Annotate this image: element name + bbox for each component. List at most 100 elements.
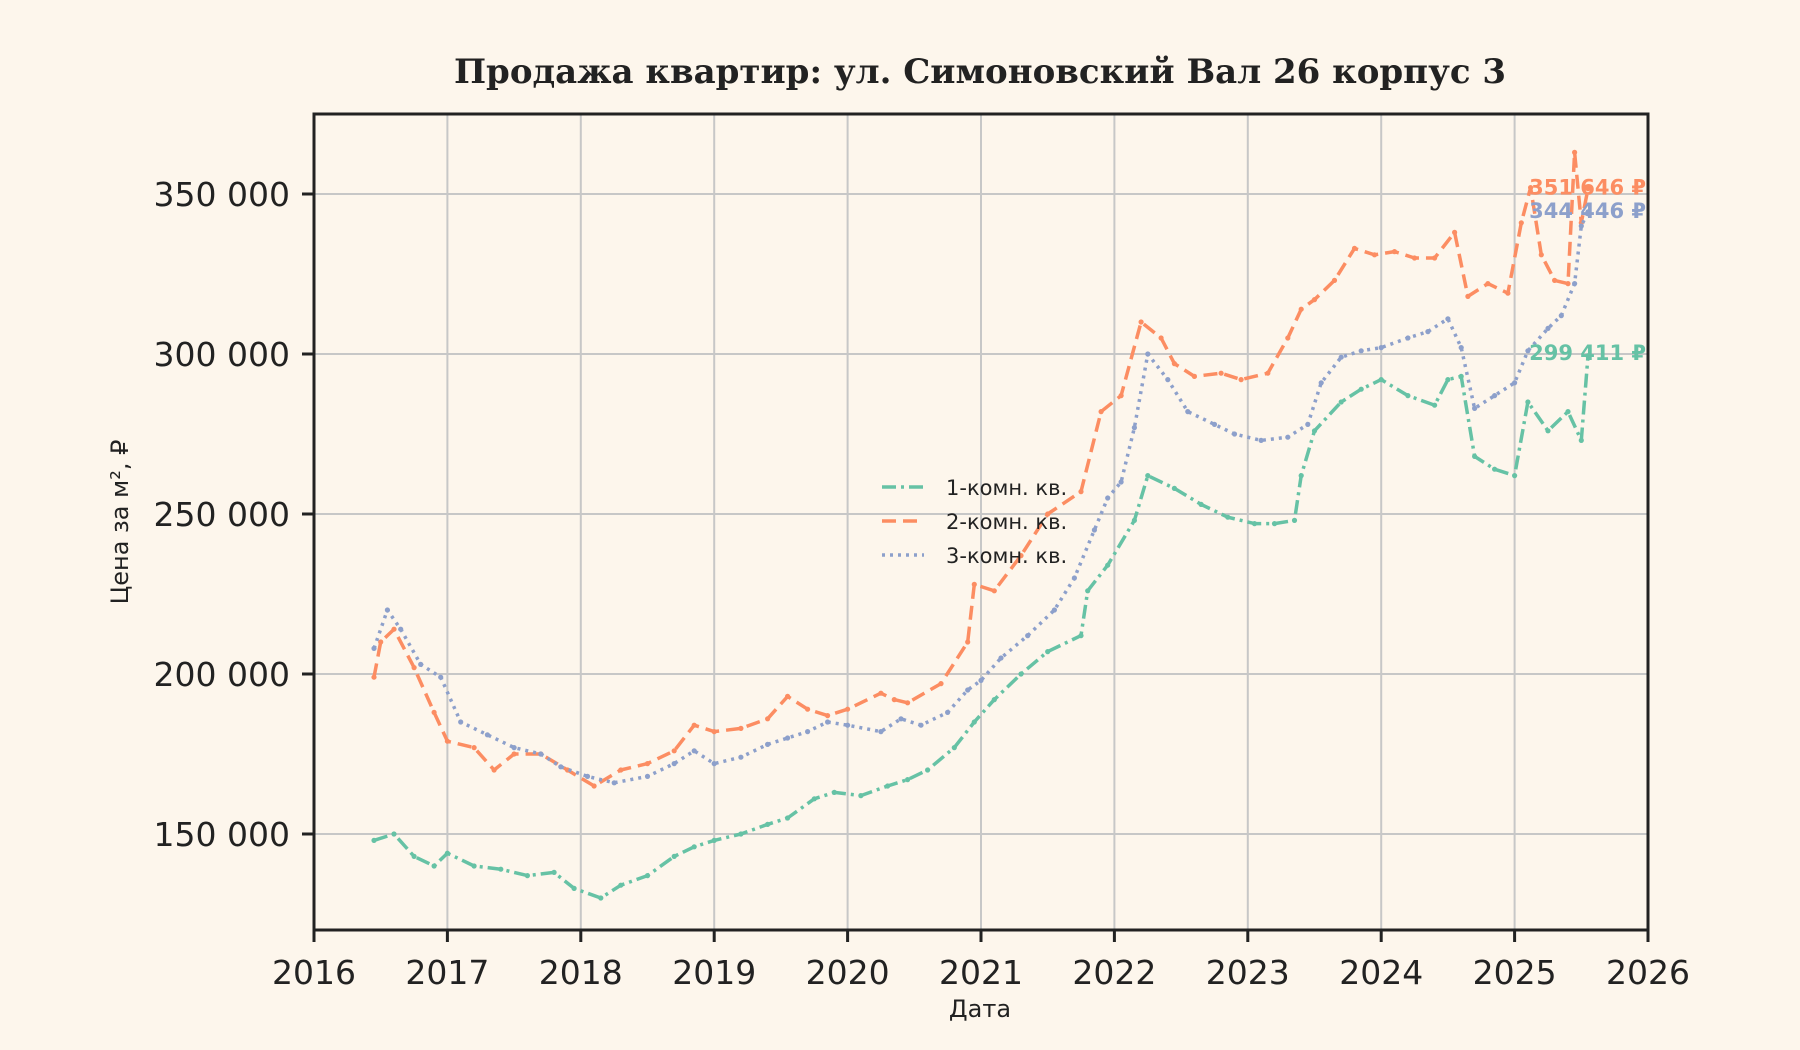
data-point [1585,186,1591,192]
data-point [1472,405,1478,411]
data-point [711,761,717,767]
data-point [765,716,771,722]
data-point [1231,431,1238,437]
data-point [371,645,377,652]
data-point [978,677,984,684]
data-point [391,831,397,837]
data-point [1425,329,1431,335]
data-point [998,655,1004,661]
data-point [1331,277,1338,283]
data-point [938,681,944,687]
legend-label: 3-комн. кв. [946,544,1067,568]
data-point [1538,252,1544,258]
data-point [785,815,791,821]
y-tick-label: 350 000 [154,175,290,214]
data-point [805,706,811,712]
data-point [591,783,597,789]
data-point [1145,351,1151,357]
data-point [991,588,997,594]
data-point [1391,249,1398,255]
data-point [711,729,717,735]
x-tick-label: 2017 [405,953,489,992]
data-point [1405,393,1411,399]
data-point [845,706,851,712]
data-point [1565,409,1571,415]
data-point [1305,421,1311,427]
series-3 [371,209,1591,786]
data-point [1251,521,1258,527]
data-point [1131,517,1137,524]
data-point [885,783,891,789]
data-point [1518,220,1524,226]
data-point [1045,649,1051,655]
data-point [1071,575,1077,581]
data-point [965,687,971,693]
data-point [1338,399,1344,405]
x-tick-label: 2025 [1473,953,1557,992]
data-point [1545,325,1551,331]
data-point [1338,354,1344,360]
data-point [1025,633,1031,639]
data-point [1051,607,1057,613]
data-point [1525,348,1531,354]
data-point [1552,277,1558,283]
x-tick-label: 2026 [1606,953,1690,992]
data-point [1558,313,1564,319]
data-point [1265,370,1271,376]
data-point [1585,209,1591,215]
data-point [1512,380,1518,386]
data-point [1098,409,1104,415]
data-point [1171,361,1177,367]
data-point [845,722,851,728]
x-tick-label: 2018 [539,953,623,992]
end-value-label: 351 646 ₽ [1529,176,1646,200]
data-point [691,722,697,728]
data-point [1285,335,1291,341]
data-point [1311,297,1318,303]
data-point [945,709,951,716]
x-tick-label: 2020 [806,953,890,992]
data-point [1445,316,1451,322]
series-2 [371,149,1591,789]
data-point [378,639,384,645]
data-point [444,850,450,856]
data-point [511,745,517,751]
data-point [1091,527,1097,533]
data-point [898,716,904,722]
data-point [711,837,717,844]
data-point [511,751,517,757]
data-point [1458,373,1464,379]
data-point [411,665,417,671]
data-point [571,885,577,892]
data-point [965,639,971,645]
data-point [891,697,897,703]
data-point [671,748,677,754]
data-point [1291,517,1298,524]
data-point [1271,521,1278,527]
data-point [825,713,831,719]
y-tick-label: 200 000 [154,655,290,694]
data-point [458,719,464,725]
data-point [1572,281,1578,287]
legend-label: 2-комн. кв. [946,510,1067,534]
data-point [1528,185,1534,191]
data-point [491,767,497,773]
series-1 [371,353,1591,901]
data-point [805,729,811,735]
x-axis-label: Дата [949,995,1011,1023]
data-point [1378,345,1384,351]
data-point [618,767,624,773]
data-point [1045,511,1051,517]
data-point [878,729,884,735]
data-point [1258,437,1264,443]
data-point [1358,386,1364,392]
data-point [971,719,977,725]
y-tick-label: 300 000 [154,335,290,374]
data-point [498,866,504,872]
data-point [785,693,791,700]
data-point [1158,335,1164,341]
data-point [584,773,591,780]
data-point [765,741,771,748]
data-point [1085,588,1091,594]
